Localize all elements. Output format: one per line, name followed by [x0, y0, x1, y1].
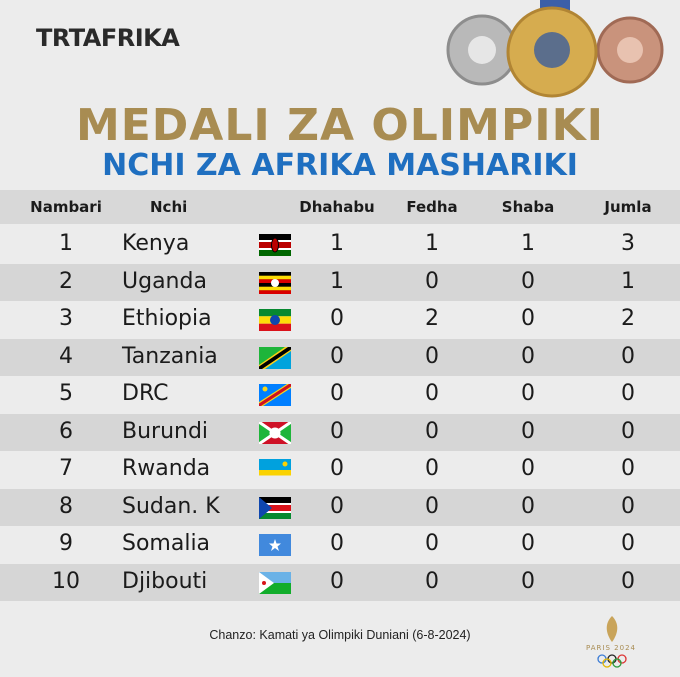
flag — [259, 271, 291, 294]
column-header: Dhahabu — [299, 198, 375, 216]
flag — [259, 421, 291, 444]
cell-value: 0 — [621, 343, 635, 369]
cell-value: 5 — [59, 381, 73, 406]
country-name: Kenya — [122, 231, 190, 256]
title: MEDALI ZA OLIMPIKI — [75, 100, 605, 151]
country-name: Tanzania — [122, 343, 218, 369]
cell-value: 0 — [521, 493, 535, 519]
country-name: Ethiopia — [122, 306, 212, 331]
country-name: Somalia — [122, 531, 211, 556]
cell-value: 0 — [521, 381, 535, 406]
cell-value: 2 — [59, 268, 73, 294]
cell-value: 0 — [425, 343, 439, 369]
cell-value: 0 — [330, 456, 344, 481]
cell-value: 0 — [621, 456, 635, 481]
cell-value: 3 — [59, 306, 73, 331]
flag — [259, 309, 291, 331]
cell-value: 0 — [621, 381, 635, 406]
cell-value: 6 — [59, 418, 73, 444]
cell-value: 0 — [521, 568, 535, 594]
cell-value: 3 — [621, 231, 635, 256]
country-name: DRC — [122, 381, 169, 406]
subtitle: NCHI ZA AFRIKA MASHARIKI — [102, 148, 578, 183]
column-header: Jumla — [604, 198, 652, 216]
cell-value: 0 — [425, 456, 439, 481]
cell-value: 1 — [59, 231, 73, 256]
cell-value: 0 — [621, 568, 635, 594]
row-band — [0, 413, 680, 451]
flag — [259, 346, 291, 369]
cell-value: 0 — [330, 568, 344, 594]
cell-value: 0 — [521, 531, 535, 556]
paris-logo: PARIS 2024 — [586, 644, 636, 652]
source: Chanzo: Kamati ya Olimpiki Duniani (6-8-… — [209, 628, 471, 642]
row-band — [0, 488, 680, 526]
cell-value: 7 — [59, 456, 73, 481]
cell-value: 0 — [521, 343, 535, 369]
cell-value: 4 — [59, 343, 73, 369]
cell-value: 2 — [621, 306, 635, 331]
cell-value: 10 — [52, 568, 80, 594]
row-band — [0, 338, 680, 376]
paris-logo-mark — [606, 616, 618, 642]
cell-value: 0 — [330, 418, 344, 444]
cell-value: 1 — [330, 268, 344, 294]
medals-decoration — [446, 0, 664, 98]
column-header: Shaba — [501, 198, 555, 216]
cell-value: 0 — [621, 531, 635, 556]
column-header: Nchi — [150, 198, 188, 216]
flag — [259, 234, 291, 256]
cell-value: 1 — [521, 231, 535, 256]
country-name: Djibouti — [122, 568, 208, 594]
cell-value: 0 — [425, 381, 439, 406]
flag — [259, 534, 291, 556]
cell-value: 9 — [59, 531, 73, 556]
cell-value: 0 — [521, 456, 535, 481]
cell-value: 2 — [425, 306, 439, 331]
cell-value: 8 — [59, 493, 73, 519]
cell-value: 0 — [425, 531, 439, 556]
flag — [259, 496, 291, 519]
row-band — [0, 563, 680, 601]
country-name: Burundi — [122, 418, 209, 444]
cell-value: 0 — [521, 306, 535, 331]
flag — [259, 384, 291, 406]
cell-value: 0 — [621, 418, 635, 444]
country-name: Rwanda — [122, 456, 211, 481]
flag — [259, 459, 291, 476]
cell-value: 0 — [425, 568, 439, 594]
column-header: Nambari — [30, 198, 102, 216]
brand: TRTAFRIKA — [36, 24, 180, 52]
cell-value: 1 — [425, 231, 439, 256]
cell-value: 0 — [330, 531, 344, 556]
row-band — [0, 263, 680, 301]
olympic-rings — [597, 654, 627, 668]
cell-value: 0 — [330, 381, 344, 406]
cell-value: 1 — [621, 268, 635, 294]
country-name: Sudan. K — [122, 493, 220, 519]
cell-value: 0 — [330, 343, 344, 369]
flag — [259, 571, 291, 594]
cell-value: 0 — [330, 493, 344, 519]
header-band — [0, 190, 680, 224]
cell-value: 0 — [521, 418, 535, 444]
cell-value: 0 — [425, 268, 439, 294]
cell-value: 0 — [330, 306, 344, 331]
cell-value: 0 — [621, 493, 635, 519]
cell-value: 1 — [330, 231, 344, 256]
cell-value: 0 — [521, 268, 535, 294]
cell-value: 0 — [425, 418, 439, 444]
cell-value: 0 — [425, 493, 439, 519]
column-header: Fedha — [406, 198, 458, 216]
country-name: Uganda — [122, 268, 207, 294]
